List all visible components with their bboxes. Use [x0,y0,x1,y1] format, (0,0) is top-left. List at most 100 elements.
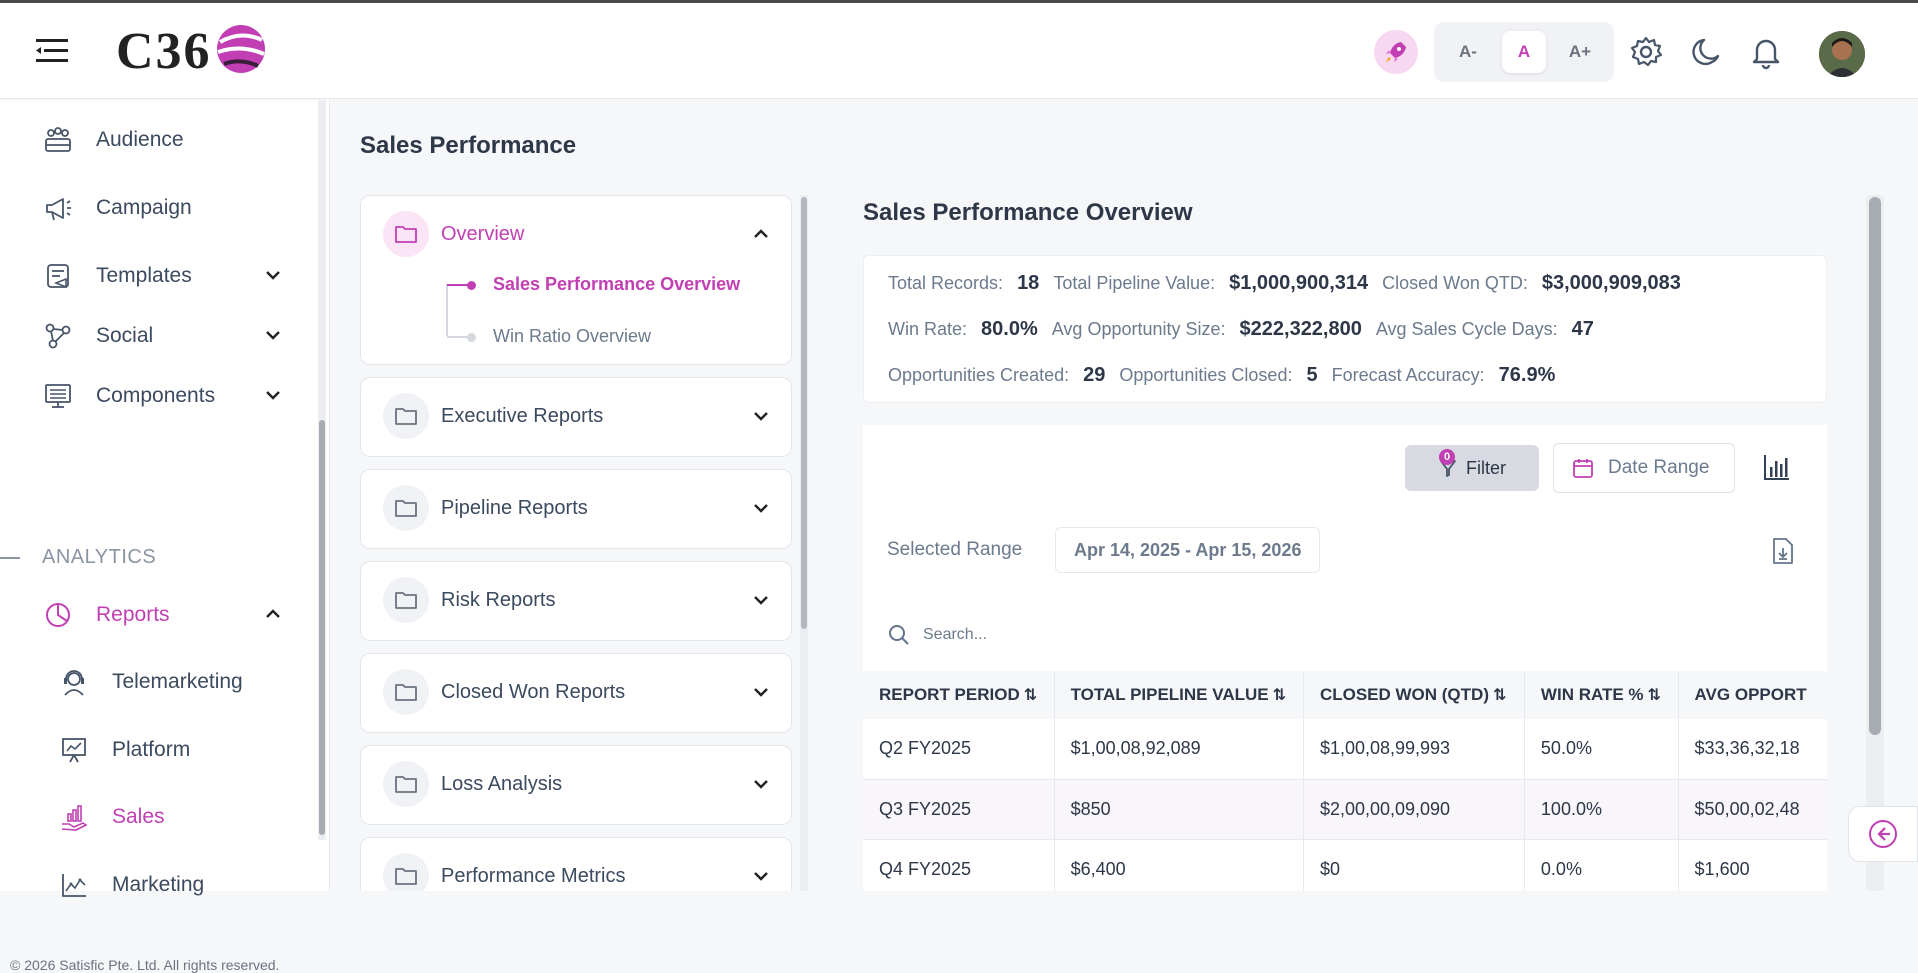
selected-range-label: Selected Range [887,539,1023,560]
accordion-header[interactable]: Performance Metrics [383,852,626,891]
sort-icon[interactable]: ⇅ [1272,687,1287,704]
bar-chart-icon[interactable] [1761,451,1793,483]
stat-key: Total Pipeline Value: [1053,273,1216,293]
accordion-label: Pipeline Reports [441,496,588,519]
sort-icon[interactable]: ⇅ [1023,687,1038,704]
user-avatar[interactable] [1819,31,1865,77]
accordion-closed-won-reports[interactable]: Closed Won Reports [360,653,792,733]
accordion-executive-reports[interactable]: Executive Reports [360,377,792,457]
accordion-risk-reports[interactable]: Risk Reports [360,561,792,641]
chevron-down-icon[interactable] [751,498,771,518]
accordion-header[interactable]: Loss Analysis [383,760,562,808]
report-table-panel: 0 Filter Date Range Selected Range Apr 1… [863,425,1827,891]
sidebar-item-campaign[interactable]: Campaign [40,184,192,232]
search-icon [889,625,909,645]
export-file-icon[interactable] [1771,537,1795,565]
stat-value: $1,000,900,314 [1229,272,1369,294]
sidebar-item-label: Audience [96,128,184,151]
folder-icon [383,485,429,531]
stat-forecast-accuracy: Forecast Accuracy: 76.9% [1332,364,1556,387]
table-row[interactable]: Q2 FY2025 $1,00,08,92,089 $1,00,08,99,99… [863,719,1827,780]
calendar-icon [1573,459,1593,478]
page-title: Sales Performance [360,132,577,159]
gear-icon[interactable] [1628,34,1664,70]
components-icon [40,378,76,414]
accordion-header[interactable]: Pipeline Reports [383,484,588,532]
chevron-down-icon[interactable] [751,774,771,794]
line-chart-icon [56,867,92,903]
stat-opportunities-created: Opportunities Created: 29 [888,364,1105,387]
table-row[interactable]: Q4 FY2025 $6,400 $0 0.0% $1,600 [863,839,1827,891]
sidebar-scroll-thumb[interactable] [319,420,325,835]
sidebar-item-label: Social [96,324,154,347]
sidebar-scrollbar[interactable] [318,100,326,840]
moon-icon[interactable] [1688,34,1724,70]
top-header: C36 A- A A+ [0,3,1918,99]
chevron-down-icon[interactable] [751,406,771,426]
sidebar-sub-platform[interactable]: Platform [56,726,190,774]
sidebar-item-reports[interactable]: Reports [40,591,280,639]
stat-value: 5 [1306,364,1318,386]
column-header[interactable]: CLOSED WON (QTD) ⇅ [1303,671,1525,719]
rocket-icon[interactable] [1374,30,1418,74]
stat-total-pipeline-value: Total Pipeline Value: $1,000,900,314 [1053,272,1368,295]
sort-icon[interactable]: ⇅ [1647,687,1661,704]
accordion-header[interactable]: Executive Reports [383,392,603,440]
stat-value: 47 [1571,318,1594,340]
stat-value: 80.0% [981,318,1038,340]
accordion-pipeline-reports[interactable]: Pipeline Reports [360,469,792,549]
table-row[interactable]: Q3 FY2025 $850 $2,00,00,09,090 100.0% $5… [863,779,1827,840]
chevron-down-icon[interactable] [751,590,771,610]
folder-icon [383,577,429,623]
sidebar-sub-telemarketing[interactable]: Telemarketing [56,658,243,706]
accordion-scroll-thumb[interactable] [801,197,807,629]
stats-row: Win Rate: 80.0% Avg Opportunity Size: $222… [888,318,1608,341]
chevron-down-icon[interactable] [751,682,771,702]
default-font-button[interactable]: A [1502,31,1546,73]
filter-button[interactable]: 0 Filter [1405,445,1539,491]
accordion-header[interactable]: Risk Reports [383,576,555,624]
accordion-header[interactable]: Closed Won Reports [383,668,625,716]
sidebar-sub-marketing[interactable]: Marketing [56,861,204,909]
accordion-performance-metrics[interactable]: Performance Metrics [360,837,792,891]
content-scrollbar[interactable] [1866,195,1884,891]
date-range-button[interactable]: Date Range [1553,443,1735,493]
accordion-scrollbar[interactable] [800,195,808,891]
accordion-loss-analysis[interactable]: Loss Analysis [360,745,792,825]
decrease-font-button[interactable]: A- [1459,42,1477,61]
overview-link-sales-performance[interactable]: Sales Performance Overview [493,274,741,294]
bell-icon[interactable] [1748,34,1784,70]
headset-icon [56,664,92,700]
content-scroll-thumb[interactable] [1869,197,1881,735]
sidebar-sub-label: Telemarketing [112,670,243,693]
sidebar-item-social[interactable]: Social [40,312,280,360]
folder-icon [383,211,429,257]
chevron-down-icon[interactable] [751,866,771,886]
column-header[interactable]: WIN RATE % ⇅ [1524,671,1679,719]
stat-value: $3,000,909,083 [1541,272,1681,294]
search-input[interactable] [923,626,1323,644]
overview-link-win-ratio[interactable]: Win Ratio Overview [493,326,652,346]
chevron-up-icon[interactable] [751,224,771,244]
font-size-controls: A- A A+ [1434,22,1614,82]
sidebar-item-components[interactable]: Components [40,372,280,420]
logo[interactable]: C36 [116,21,268,81]
column-header[interactable]: AVG OPPORT [1678,671,1827,719]
accordion-overview[interactable]: Overview Sales Performance Overview Win … [360,195,792,365]
sidebar-sub-sales[interactable]: Sales [56,793,165,841]
filter-count-badge: 0 [1439,449,1455,465]
filter-icon [1440,460,1456,477]
increase-font-button[interactable]: A+ [1568,42,1592,61]
accordion-label: Risk Reports [441,588,556,611]
column-header-label: WIN RATE % [1540,685,1644,704]
collapse-panel-button[interactable] [1848,806,1918,862]
stat-value: $222,322,800 [1239,318,1362,340]
sidebar-item-audience[interactable]: Audience [40,116,184,164]
menu-toggle-icon[interactable] [36,37,70,65]
section-label-text: ANALYTICS [42,546,157,568]
column-header[interactable]: TOTAL PIPELINE VALUE ⇅ [1054,671,1304,719]
accordion-header[interactable]: Overview [383,210,524,258]
sort-icon[interactable]: ⇅ [1492,687,1507,704]
column-header[interactable]: REPORT PERIOD ⇅ [863,671,1055,719]
sidebar-item-templates[interactable]: Templates [40,252,280,300]
